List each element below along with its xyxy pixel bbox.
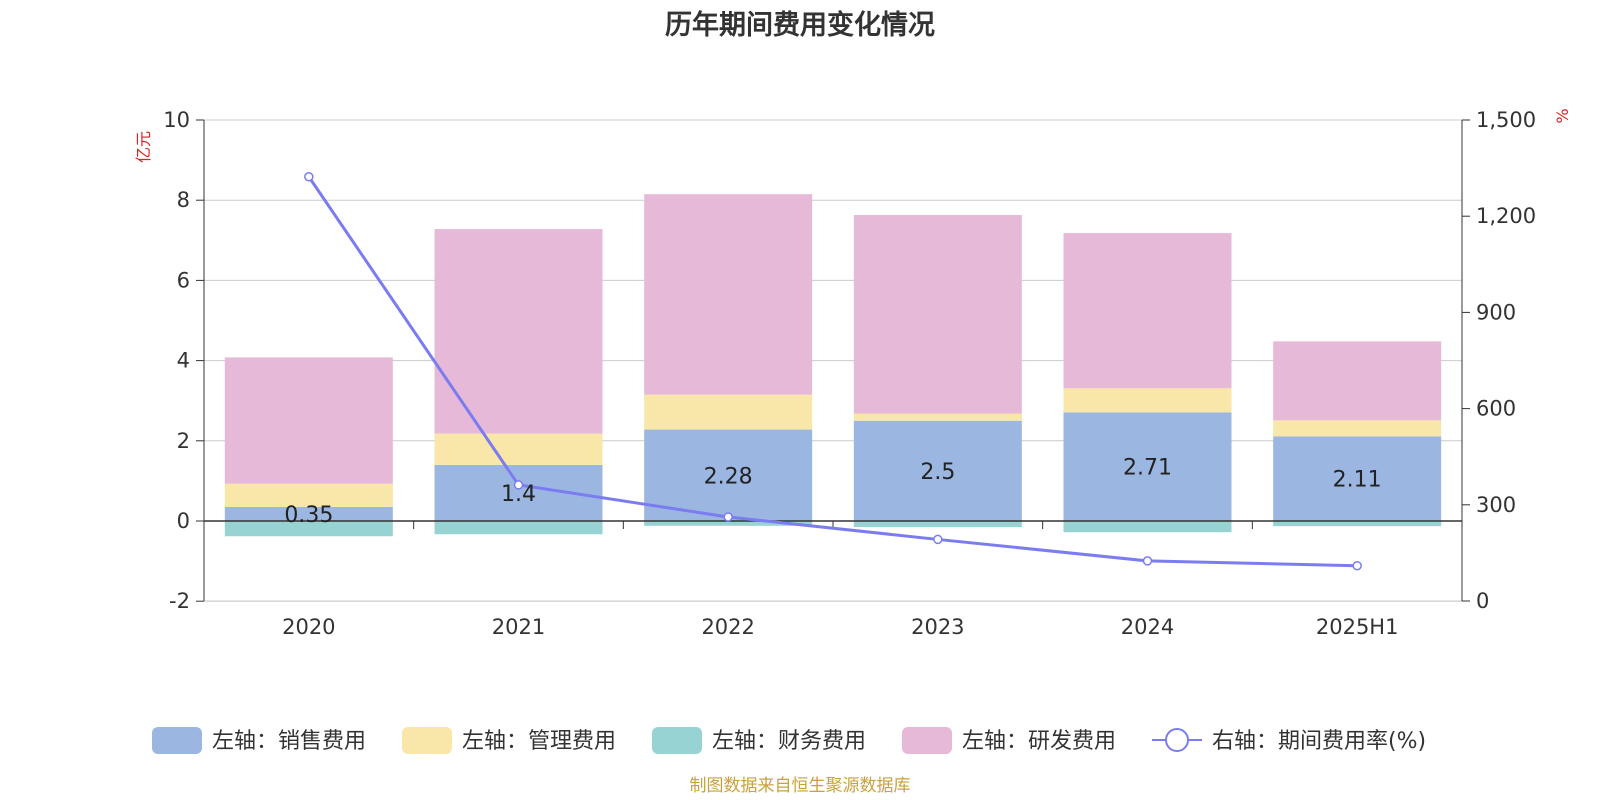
x-axis-tick-label: 2021 (492, 615, 545, 639)
axes: 10 8 6 4 2 0 -2 亿元 1,500 1,200 900 600 300 0% 2020 2021… (134, 108, 1572, 639)
legend-item[interactable]: 左轴：财务费用 (652, 727, 866, 754)
bar-3-2021 (434, 521, 603, 535)
bar-2-2020 (224, 483, 393, 507)
rate-point-2022 (723, 512, 733, 522)
left-axis-tick-label: 8 (177, 188, 190, 212)
right-axis-tick-label: 600 (1476, 397, 1516, 421)
rate-line (304, 172, 1362, 571)
bar-3-2020 (224, 521, 393, 537)
bar-2-2022 (644, 394, 813, 430)
chart-title: 历年期间费用变化情况 (665, 9, 935, 41)
legend-label: 左轴：财务费用 (712, 729, 866, 754)
bar-4-2025H1 (1273, 341, 1442, 421)
left-axis-tick-label: 10 (163, 108, 190, 132)
bar-3-2023 (853, 521, 1022, 528)
rate-point-2024 (1142, 556, 1153, 566)
rate-point-2021 (513, 480, 524, 490)
bar-1-2022 (644, 429, 813, 521)
bar-3-2024 (1063, 521, 1232, 533)
legend-label: 左轴：销售费用 (212, 729, 366, 754)
legend-label: 左轴：管理费用 (462, 729, 616, 754)
data-label: 1.4 (501, 482, 536, 507)
legend-swatch (152, 727, 202, 754)
rate-point-2025H1 (1352, 560, 1362, 571)
bar-1-2024 (1063, 412, 1232, 521)
data-label: 0.35 (284, 503, 333, 528)
rate-point-2020 (304, 172, 314, 182)
right-axis-tick-label: 300 (1476, 493, 1516, 517)
left-axis-tick-label: 0 (177, 509, 190, 533)
legend-item[interactable]: 左轴：销售费用 (152, 727, 366, 754)
x-axis-tick-label: 2023 (911, 615, 964, 639)
legend-swatch-marker (1165, 728, 1189, 752)
left-axis-tick-label: 6 (177, 268, 190, 292)
bar-4-2023 (853, 215, 1022, 414)
x-axis-tick-label: 2020 (282, 615, 335, 639)
data-label: 2.71 (1123, 456, 1172, 481)
legend[interactable]: 左轴：销售费用 左轴：管理费用 左轴：财务费用 左轴：研发费用 右轴：期间费用率(%) (152, 727, 1426, 754)
source-note: 制图数据来自恒生聚源数据库 (690, 776, 911, 796)
bar-2-2023 (853, 413, 1022, 421)
x-axis-tick-label: 2025H1 (1316, 615, 1399, 639)
bar-3-2022 (644, 521, 813, 526)
bar-4-2024 (1063, 233, 1232, 389)
legend-item[interactable]: 左轴：研发费用 (902, 727, 1116, 754)
bar-3-2025H1 (1273, 521, 1442, 527)
bar-1-2020 (224, 506, 393, 521)
legend-swatch (902, 727, 952, 754)
legend-item[interactable]: 左轴：管理费用 (402, 727, 616, 754)
rate-line-path (307, 175, 1358, 568)
rate-point-2023 (933, 534, 943, 545)
left-axis-tick-label: 2 (177, 429, 190, 453)
bar-2-2025H1 (1273, 420, 1442, 437)
bar-4-2021 (434, 229, 603, 434)
right-axis-unit: % (1553, 108, 1572, 123)
legend-swatch (652, 727, 702, 754)
x-axis-tick-label: 2022 (701, 615, 754, 639)
legend-item[interactable]: 右轴：期间费用率(%) (1152, 728, 1426, 754)
bar-1-2025H1 (1273, 436, 1442, 521)
data-label: 2.11 (1333, 468, 1382, 493)
left-axis-tick-label: 4 (177, 349, 190, 373)
grid-lines (204, 119, 1462, 602)
bar-2-2021 (434, 433, 603, 465)
right-axis-tick-label: 1,200 (1476, 204, 1536, 228)
data-label: 2.5 (920, 460, 955, 485)
right-axis-tick-label: 1,500 (1476, 108, 1536, 132)
data-label: 2.28 (704, 464, 753, 489)
legend-label: 左轴：研发费用 (962, 729, 1116, 754)
right-axis-tick-label: 0 (1476, 589, 1489, 613)
bar-4-2020 (224, 357, 393, 484)
left-axis-unit: 亿元 (134, 131, 153, 163)
legend-label: 右轴：期间费用率(%) (1212, 729, 1426, 754)
right-axis-tick-label: 900 (1476, 300, 1516, 324)
legend-swatch (402, 727, 452, 754)
bars (224, 194, 1442, 537)
bar-1-2023 (853, 420, 1022, 521)
bar-4-2022 (644, 194, 813, 395)
data-labels: 0.35 1.4 2.28 2.5 2.71 2.11 (284, 456, 1381, 528)
bar-2-2024 (1063, 388, 1232, 413)
left-axis-tick-label: -2 (169, 589, 190, 613)
x-axis-tick-label: 2024 (1121, 615, 1174, 639)
